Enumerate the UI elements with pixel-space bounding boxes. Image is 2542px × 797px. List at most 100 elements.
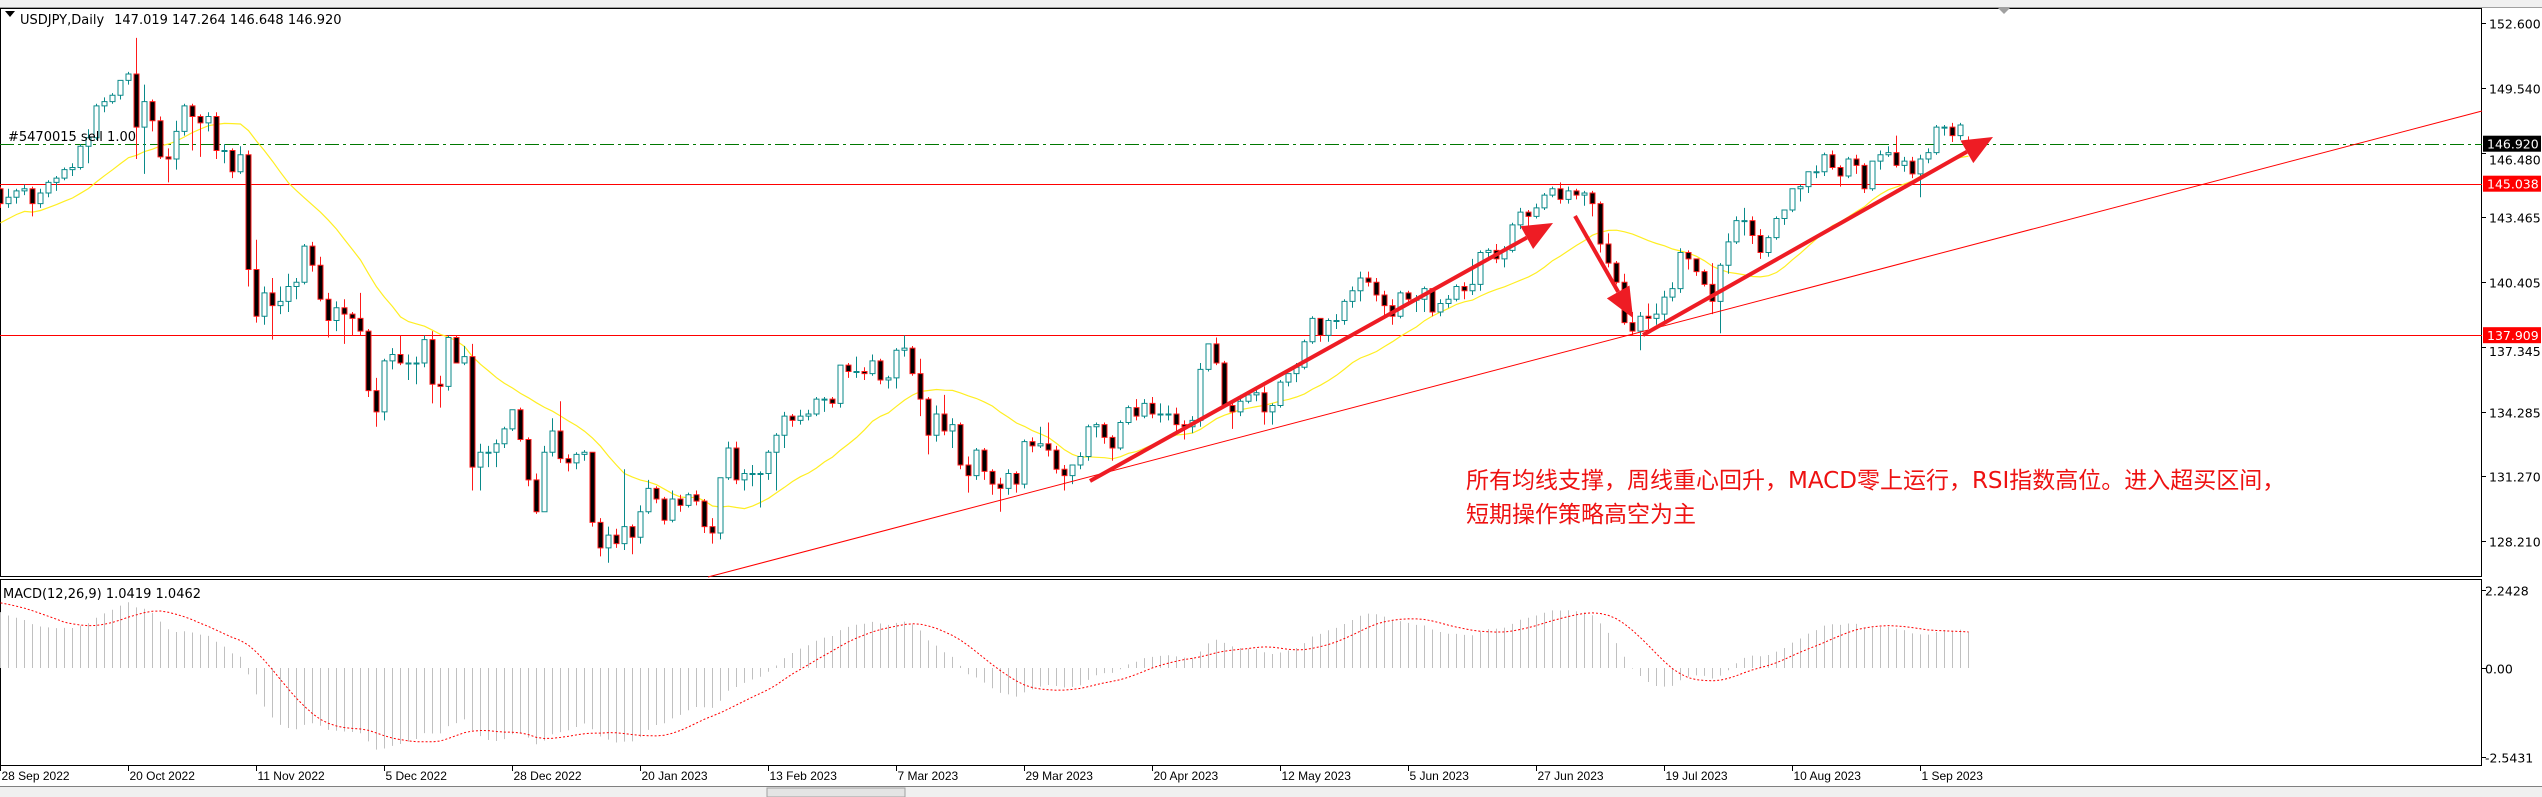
candle-body xyxy=(85,137,92,147)
candle-body xyxy=(477,451,484,468)
candle-bullish xyxy=(1325,318,1332,342)
candle-bullish xyxy=(621,469,628,550)
candle-bullish xyxy=(1021,439,1028,489)
candle-body xyxy=(1701,271,1708,285)
candle-bullish xyxy=(237,146,244,174)
price-axis[interactable]: 152.600 149.540 146.480 143.465 140.405 137.3… xyxy=(2482,17,2541,766)
candle-bearish xyxy=(1613,261,1620,285)
candle-bullish xyxy=(1637,312,1644,351)
price-tick-label: 128.210 xyxy=(2489,535,2541,550)
candle-bullish xyxy=(1437,299,1444,317)
candle-bearish xyxy=(437,375,444,408)
candle-body xyxy=(1949,126,1956,137)
scrollbar-thumb[interactable] xyxy=(766,787,906,797)
candle-body xyxy=(1141,402,1148,417)
candle-bearish xyxy=(1365,271,1372,287)
macd-tick-label: -2.5431 xyxy=(2485,751,2533,766)
candle-body xyxy=(1957,124,1964,137)
candle-body xyxy=(1541,194,1548,209)
candle-bullish xyxy=(1333,314,1340,329)
candle-body xyxy=(1037,443,1044,447)
candle-body xyxy=(845,364,852,372)
candle-bullish xyxy=(125,71,132,85)
candle-bearish xyxy=(1373,278,1380,302)
candle-bearish xyxy=(1749,216,1756,244)
arrow-annotation[interactable] xyxy=(1089,223,1553,483)
candle-body xyxy=(1917,158,1924,175)
candle-bullish xyxy=(1445,295,1452,308)
candle-bearish xyxy=(1557,182,1564,204)
candle-bearish xyxy=(845,363,852,378)
candle-bullish xyxy=(1789,188,1796,213)
time-tick-label: 27 Jun 2023 xyxy=(1538,769,1604,783)
candle-bearish xyxy=(317,256,324,302)
candle-bullish xyxy=(1165,405,1172,421)
candle-bullish xyxy=(389,348,396,370)
candle-bullish xyxy=(749,465,756,487)
candle-body xyxy=(1253,392,1260,396)
horizontal-scrollbar[interactable] xyxy=(0,786,2542,797)
candle-bullish xyxy=(1541,193,1548,210)
candle-body xyxy=(1397,292,1404,317)
candle-bullish xyxy=(581,450,588,461)
drawn-objects[interactable] xyxy=(707,110,2483,578)
candle-body xyxy=(1773,218,1780,239)
candle-bearish xyxy=(1053,445,1060,474)
arrow-annotation[interactable] xyxy=(1642,137,1993,337)
candle-body xyxy=(237,154,244,173)
candle-bearish xyxy=(533,473,540,514)
candle-bearish xyxy=(453,335,460,364)
candle-bearish xyxy=(1229,401,1236,429)
candle-body xyxy=(1445,298,1452,304)
analysis-annotation: 所有均线支撑，周线重心回升，MACD零上运行，RSI指数高位。进入超买区间， 短… xyxy=(1466,464,2285,532)
candle-bearish xyxy=(165,148,172,183)
candle-body xyxy=(1653,313,1660,319)
candle-body xyxy=(533,479,540,513)
candle-bullish xyxy=(53,176,60,191)
candle-bullish xyxy=(637,505,644,544)
candle-bullish xyxy=(1117,420,1124,451)
candle-bullish xyxy=(1085,424,1092,461)
candle-bearish xyxy=(957,422,964,470)
price-tick-label: 131.270 xyxy=(2489,470,2541,485)
candle-body xyxy=(1757,235,1764,253)
candle-bullish xyxy=(1925,148,1932,164)
arrow-annotation[interactable] xyxy=(1573,215,1633,318)
candle-bearish xyxy=(629,524,636,555)
candle-body xyxy=(757,473,764,475)
trend-line[interactable] xyxy=(707,110,2483,578)
candle-body xyxy=(1349,290,1356,302)
candle-bullish xyxy=(821,397,828,412)
candle-bullish xyxy=(509,409,516,431)
candle-bearish xyxy=(365,329,372,397)
candle-body xyxy=(789,415,796,421)
candle-bullish xyxy=(1885,146,1892,157)
candle-body xyxy=(389,354,396,362)
chart-shift-marker-icon[interactable] xyxy=(1998,8,2010,14)
time-tick-label: 20 Oct 2022 xyxy=(130,769,196,783)
candle-body xyxy=(1101,424,1108,438)
price-tick-label: 149.540 xyxy=(2489,82,2541,97)
main-pane[interactable] xyxy=(0,8,2482,577)
collapse-triangle-icon[interactable] xyxy=(5,11,15,17)
candle-body xyxy=(1325,320,1332,336)
candle-bullish xyxy=(1717,263,1724,334)
candle-body xyxy=(1845,158,1852,177)
order-label[interactable]: #5470015 sell 1.00 xyxy=(8,130,136,145)
candle-body xyxy=(1509,224,1516,251)
candle-body xyxy=(813,398,820,415)
candle-bullish xyxy=(1269,403,1276,425)
candle-body xyxy=(109,94,116,103)
candle-body xyxy=(1597,203,1604,245)
time-tick-label: 28 Dec 2022 xyxy=(514,769,582,783)
candle-body xyxy=(205,116,212,124)
candle-bearish xyxy=(1109,435,1116,461)
candle-bearish xyxy=(1597,201,1604,253)
candle-body xyxy=(685,494,692,506)
candle-bullish xyxy=(757,471,764,508)
macd-pane[interactable] xyxy=(0,579,2482,766)
candle-body xyxy=(149,101,156,122)
candle-bearish xyxy=(997,477,1004,512)
candle-bullish xyxy=(261,286,268,325)
